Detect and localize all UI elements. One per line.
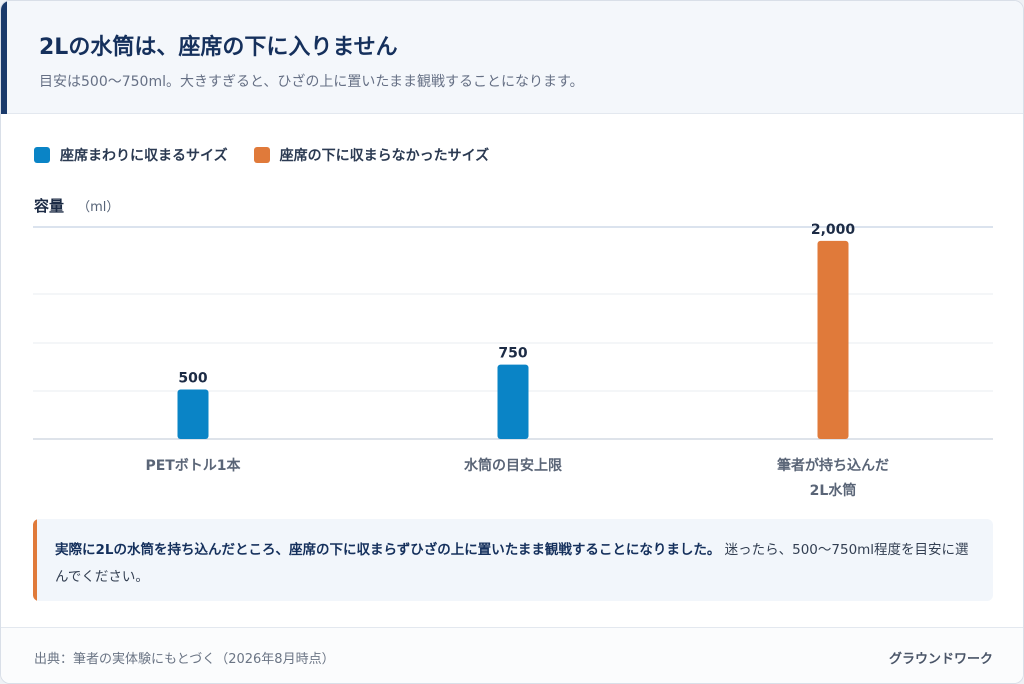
source-note: 出典：筆者の実体験にもとづく（2026年8月時点） bbox=[34, 652, 335, 667]
bar-3 bbox=[817, 240, 849, 439]
callout-note: 実際に2Lの水筒を持ち込んだところ、座席の下に収まらずひざの上に置いたまま観戦す… bbox=[33, 519, 993, 601]
callout-text: 実際に2Lの水筒を持ち込んだところ、座席の下に収まらずひざの上に置いたまま観戦す… bbox=[55, 537, 975, 591]
footer: 出典：筆者の実体験にもとづく（2026年8月時点） グラウンドワーク bbox=[1, 627, 1023, 683]
y-axis-unit: （ml） bbox=[77, 200, 120, 215]
y-axis-label: 容量 bbox=[34, 197, 65, 215]
callout-accent-bar bbox=[33, 519, 37, 601]
legend-swatch-fits bbox=[34, 147, 50, 163]
bar-chart: 500 PETボトル1本 750 水筒の目安上限 2,000 筆者が持ち込んだ 2L水筒 bbox=[33, 222, 993, 499]
bar-2 bbox=[497, 364, 529, 439]
bar-value-label-3: 2,000 bbox=[811, 222, 856, 238]
legend-label-fits: 座席まわりに収まるサイズ bbox=[60, 148, 228, 164]
bar-value-label-1: 500 bbox=[178, 370, 207, 386]
callout-strong-text: 実際に2Lの水筒を持ち込んだところ、座席の下に収まらずひざの上に置いたまま観戦す… bbox=[55, 542, 721, 558]
legend: 座席まわりに収まるサイズ 座席の下に収まらなかったサイズ bbox=[34, 144, 515, 166]
legend-label-not-fit: 座席の下に収まらなかったサイズ bbox=[279, 148, 490, 164]
legend-item-fits: 座席まわりに収まるサイズ bbox=[34, 145, 228, 165]
chart-title: 2Lの水筒は、座席の下に入りません bbox=[39, 35, 398, 60]
callout-plain-text: 迷ったら、500〜750ml程度を目安に選んでください。 bbox=[55, 542, 969, 585]
chart-subtitle: 目安は500〜750ml。大きすぎると、ひざの上に置いたまま観戦することになりま… bbox=[39, 74, 584, 90]
legend-item-not-fit: 座席の下に収まらなかったサイズ bbox=[253, 145, 490, 165]
header: 2Lの水筒は、座席の下に入りません 目安は500〜750ml。大きすぎると、ひざ… bbox=[1, 1, 1023, 114]
x-tick-label-1: PETボトル1本 bbox=[145, 457, 241, 474]
x-tick-label-3-line-2: 2L水筒 bbox=[810, 482, 857, 499]
legend-swatch-not-fit bbox=[253, 147, 270, 163]
header-accent-bar bbox=[1, 1, 7, 114]
x-tick-label-2: 水筒の目安上限 bbox=[464, 457, 562, 474]
bar-value-label-2: 750 bbox=[498, 346, 527, 362]
brand-name: グラウンドワーク bbox=[888, 652, 993, 667]
x-tick-label-3-line-1: 筆者が持ち込んだ bbox=[777, 457, 889, 474]
bar-1 bbox=[177, 389, 209, 439]
y-axis-title: 容量 （ml） bbox=[34, 195, 119, 216]
